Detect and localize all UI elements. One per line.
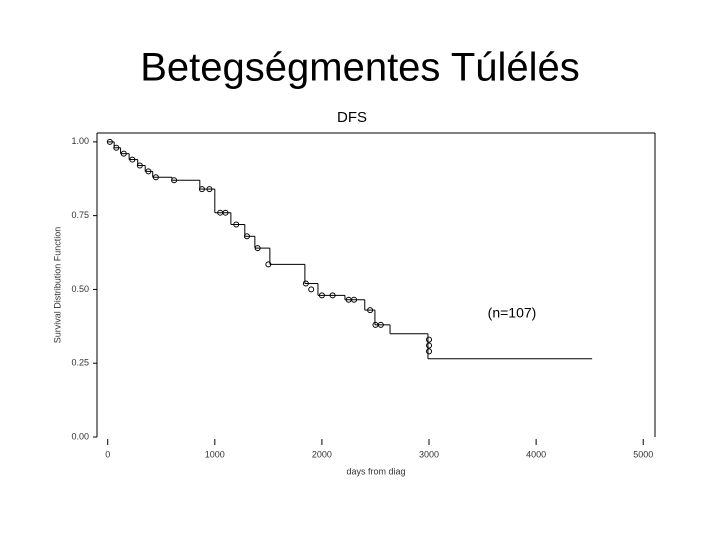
x-tick-label: 1000 [205,449,225,459]
censor-mark [426,342,433,349]
x-tick-label: 4000 [526,449,546,459]
censor-mark [426,348,433,355]
y-tick-label: 0.25 [71,358,89,368]
censor-mark [318,292,325,299]
censor-mark [113,144,120,151]
censor-mark [426,336,433,343]
censor-mark [367,307,374,314]
x-tick-label: 3000 [419,449,439,459]
censor-mark [198,186,205,193]
censor-mark [120,150,127,157]
censor-mark [308,286,315,293]
censor-mark [106,138,113,145]
y-tick-label: 1.00 [71,136,89,146]
censor-mark [377,321,384,328]
censor-mark [222,209,229,216]
censor-mark [265,261,272,268]
censor-mark [243,233,250,240]
censor-mark [152,174,159,181]
slide-title: Betegségmentes Túlélés [140,46,580,90]
x-tick-label: 2000 [312,449,332,459]
censor-mark [206,186,213,193]
censor-mark [233,221,240,228]
chart-title: DFS [337,109,367,126]
x-axis-label: days from diag [346,466,405,476]
censor-mark [254,245,261,252]
censor-mark [145,168,152,175]
y-axis-label: Survival Distribution Function [52,227,62,344]
y-tick-label: 0.75 [71,210,89,220]
y-tick-label: 0.00 [71,431,89,441]
annotation: (n=107) [488,305,537,321]
x-tick-label: 5000 [633,449,653,459]
censor-mark [329,292,336,299]
censor-mark [136,162,143,169]
censor-mark [302,280,309,287]
x-tick-label: 0 [105,449,110,459]
censor-mark [351,296,358,303]
censor-mark [129,156,136,163]
y-tick-label: 0.50 [71,284,89,294]
censor-mark [171,177,178,184]
